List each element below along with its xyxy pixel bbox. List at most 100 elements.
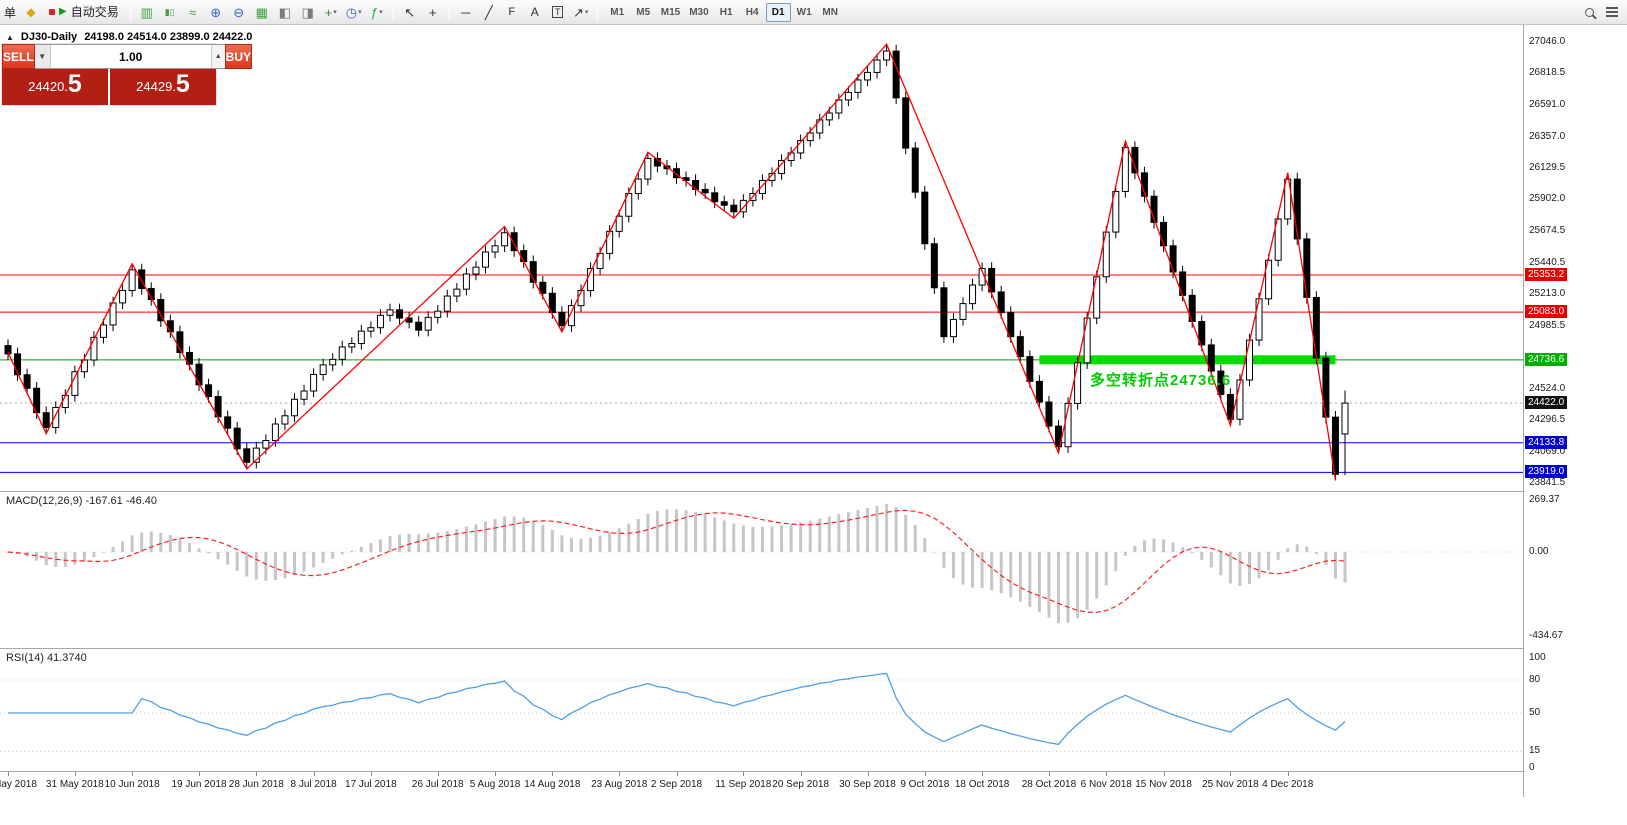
zoom-in-button[interactable]: ⊕: [205, 2, 227, 23]
text-label-button[interactable]: T: [547, 2, 569, 23]
cursor-button[interactable]: ↖: [399, 2, 421, 23]
timeframe-m1-button[interactable]: M1: [610, 6, 625, 18]
time-tick: [676, 772, 678, 776]
sell-price-main: 24420.: [28, 79, 68, 94]
one-click-trading-panel: SELL ▼ ▲ BUY 24420.5 24429.5: [2, 44, 253, 105]
timeframe-m15-button[interactable]: M15: [660, 6, 681, 18]
time-tick: [1048, 772, 1050, 776]
horizontal-line-button[interactable]: ─: [455, 2, 477, 23]
new-order-button[interactable]: ◆: [20, 2, 42, 23]
tile-windows-icon: ▦: [255, 4, 268, 20]
panel-splitter[interactable]: [0, 491, 1523, 492]
chart-title: ▲ DJ30-Daily 24198.0 24514.0 23899.0 244…: [6, 31, 252, 43]
time-tick-label: 19 Jun 2018: [171, 779, 227, 790]
price-tick-label: 0.00: [1529, 546, 1549, 557]
search-button[interactable]: [1578, 2, 1600, 23]
macd-signal-line: [7, 509, 1346, 613]
time-tick-label: 22 May 2018: [0, 779, 37, 790]
tile-windows-button[interactable]: ▦: [251, 2, 273, 23]
price-axis[interactable]: 27046.0 26818.5 26591.0 26357.0 26129.5 25902…: [1524, 25, 1627, 797]
text-button[interactable]: A: [524, 2, 546, 23]
timeframe-h1-button[interactable]: H1: [719, 6, 733, 18]
indicators-dropdown-icon[interactable]: ▾: [379, 8, 383, 16]
auto-scroll-button[interactable]: ◧: [274, 2, 296, 23]
new-order-icon: ◆: [26, 5, 36, 19]
new-chart-dropdown-icon[interactable]: ▾: [333, 8, 337, 16]
price-tick-label: 80: [1529, 674, 1541, 685]
time-tick-label: 23 Aug 2018: [591, 779, 648, 790]
toolbar-separator: [448, 3, 450, 21]
profiles-button[interactable]: ◷ ▾: [343, 2, 365, 23]
line-chart-button[interactable]: ≈: [182, 2, 204, 23]
time-tick-label: 6 Nov 2018: [1080, 779, 1132, 790]
time-tick-label: 26 Jul 2018: [411, 779, 464, 790]
autotrading-button[interactable]: ▶ 自动交易: [43, 2, 125, 23]
chart-shift-button[interactable]: ◨: [297, 2, 319, 23]
timeframe-toolbar: M1 M5 M15 M30 H1 H4 D1 W1 MN: [605, 2, 843, 22]
rsi-panel[interactable]: [0, 649, 1523, 771]
panel-splitter[interactable]: [0, 648, 1523, 649]
time-tick-label: 20 Sep 2018: [772, 779, 829, 790]
candlestick-chart-button[interactable]: ▮▯: [159, 2, 181, 23]
trendline-icon: ╱: [484, 4, 493, 20]
volume-input[interactable]: [50, 45, 211, 68]
indicators-icon: ƒ: [370, 4, 379, 20]
autotrading-label: 自动交易: [70, 5, 119, 19]
macd-panel[interactable]: [0, 492, 1523, 648]
sell-button[interactable]: SELL: [2, 44, 35, 69]
price-badge: 23919.0: [1525, 465, 1568, 479]
price-tick-label: 26591.0: [1529, 98, 1566, 110]
toolbar-separator: [129, 3, 131, 21]
price-tick-label: 25213.0: [1529, 288, 1566, 300]
timeframe-h4-button[interactable]: H4: [745, 6, 759, 18]
trendline-button[interactable]: ╱: [478, 2, 500, 23]
price-chart[interactable]: [0, 25, 1523, 492]
price-badge: 24736.6: [1525, 352, 1568, 366]
panel-splitter[interactable]: [0, 771, 1523, 772]
time-tick-label: 31 May 2018: [45, 779, 104, 790]
time-tick-label: 5 Aug 2018: [469, 779, 521, 790]
zoom-out-button[interactable]: ⊖: [228, 2, 250, 23]
timeframe-d1-button[interactable]: D1: [765, 2, 791, 22]
time-tick: [619, 772, 621, 776]
timeframe-m5-button[interactable]: M5: [636, 6, 651, 18]
timeframe-w1-button[interactable]: W1: [796, 6, 812, 18]
price-tick-label: 100: [1529, 652, 1546, 663]
arrows-dropdown-icon[interactable]: ▾: [584, 8, 589, 16]
buy-price-display[interactable]: 24429. 5: [110, 69, 216, 105]
sell-price-big-digit: 5: [67, 70, 82, 98]
new-chart-button[interactable]: + ▾: [320, 2, 342, 23]
menu-button[interactable]: [1601, 2, 1623, 23]
one-click-panel-toggle-icon[interactable]: ▲: [6, 32, 14, 42]
chart-ohlc-readout: 24198.0 24514.0 23899.0 24422.0: [84, 31, 253, 43]
time-tick: [370, 772, 372, 776]
time-tick-label: 17 Jul 2018: [345, 779, 397, 790]
price-tick-label: 269.37: [1529, 494, 1560, 505]
buy-button[interactable]: BUY: [224, 44, 253, 69]
rsi-indicator-label: RSI(14) 41.3740: [6, 652, 87, 664]
indicators-button[interactable]: ƒ ▾: [366, 2, 388, 23]
price-tick-label: 24296.5: [1529, 414, 1566, 426]
price-badge: 24422.0: [1525, 396, 1568, 410]
volume-dropdown-icon[interactable]: ▼: [34, 45, 51, 68]
fibonacci-button[interactable]: F: [501, 2, 523, 23]
line-chart-icon: ≈: [189, 4, 197, 20]
profiles-dropdown-icon[interactable]: ▾: [358, 8, 362, 16]
bar-chart-button[interactable]: ▥: [136, 2, 158, 23]
price-tick-label: 27046.0: [1529, 36, 1566, 47]
sell-price-display[interactable]: 24420. 5: [2, 69, 108, 105]
time-tick: [867, 772, 869, 776]
volume-up-icon[interactable]: ▲: [210, 45, 225, 68]
auto-scroll-icon: ◧: [278, 4, 291, 20]
crosshair-button[interactable]: +: [422, 2, 444, 23]
timeframe-mn-button[interactable]: MN: [822, 6, 838, 18]
time-tick: [743, 772, 745, 776]
timeframe-m30-button[interactable]: M30: [689, 6, 709, 18]
autotrading-play-icon: ▶: [59, 6, 67, 17]
arrows-button[interactable]: ↗ ▾: [570, 2, 592, 23]
order-toolbar-group: ◆: [20, 2, 42, 23]
text-icon: A: [530, 5, 539, 19]
price-tick-label: 23841.5: [1529, 477, 1566, 488]
toolbar-separator: [596, 3, 598, 21]
